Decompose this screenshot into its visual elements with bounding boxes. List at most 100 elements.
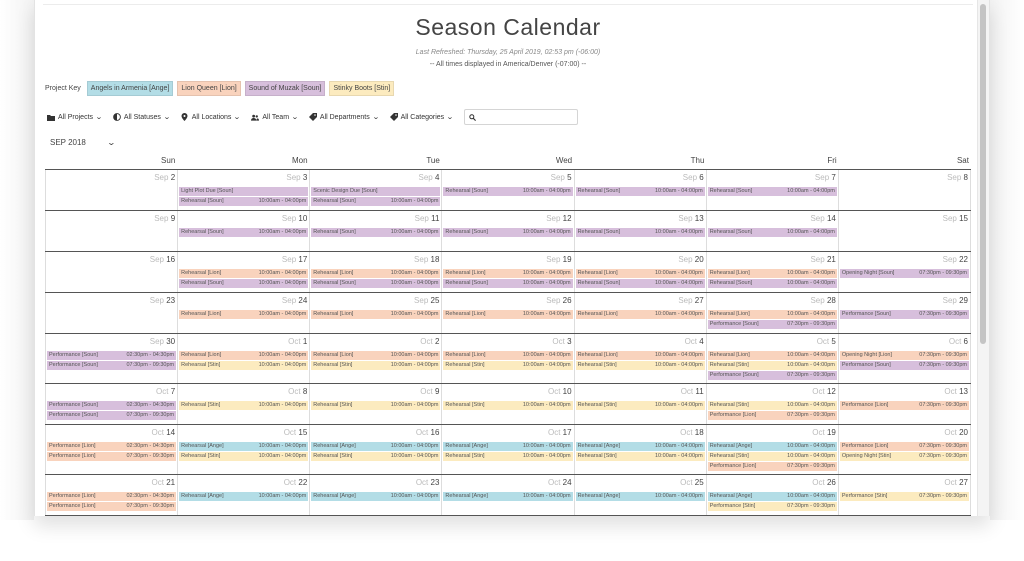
calendar-event[interactable]: Rehearsal [Ange] 10:00am - 04:00pm (443, 442, 573, 451)
filter-categories[interactable]: All Categories ⌄ (389, 113, 454, 121)
calendar-day-cell[interactable]: Sep 18 Rehearsal [Lion] 10:00am - 04:00pm R… (310, 252, 443, 292)
calendar-event[interactable]: Rehearsal [Soun] 10:00am - 04:00pm (443, 187, 573, 196)
calendar-event[interactable]: Performance [Lion] 07:30pm - 09:30pm (839, 442, 969, 451)
calendar-event[interactable]: Rehearsal [Lion] 10:00am - 04:00pm (179, 351, 309, 360)
calendar-event[interactable]: Rehearsal [Lion] 10:00am - 04:00pm (707, 269, 837, 278)
calendar-event[interactable]: Rehearsal [Lion] 10:00am - 04:00pm (179, 310, 309, 319)
calendar-event[interactable]: Performance [Soun] 07:30pm - 09:30pm (839, 310, 969, 319)
calendar-event[interactable]: Rehearsal [Ange] 10:00am - 04:00pm (575, 492, 705, 501)
calendar-day-cell[interactable]: Sep 9 (45, 211, 179, 251)
calendar-event[interactable]: Rehearsal [Soun] 10:00am - 04:00pm (707, 228, 837, 237)
calendar-event[interactable]: Opening Night [Stin] 07:30pm - 09:30pm (839, 452, 969, 461)
calendar-event[interactable]: Rehearsal [Soun] 10:00am - 04:00pm (575, 279, 705, 288)
calendar-event[interactable]: Rehearsal [Soun] 10:00am - 04:00pm (311, 228, 441, 237)
calendar-event[interactable]: Rehearsal [Soun] 10:00am - 04:00pm (575, 187, 705, 196)
calendar-event[interactable]: Rehearsal [Soun] 10:00am - 04:00pm (179, 228, 309, 237)
calendar-day-cell[interactable]: Oct 1 Rehearsal [Lion] 10:00am - 04:00pm Re… (178, 334, 311, 383)
calendar-day-cell[interactable]: Oct 3 Rehearsal [Lion] 10:00am - 04:00pm Re… (442, 334, 575, 383)
calendar-day-cell[interactable]: Sep 28 Rehearsal [Lion] 10:00am - 04:00pm P… (707, 293, 839, 333)
calendar-event[interactable]: Rehearsal [Lion] 10:00am - 04:00pm (575, 269, 705, 278)
calendar-day-cell[interactable]: Sep 27 Rehearsal [Lion] 10:00am - 04:00pm (575, 293, 707, 333)
calendar-event[interactable]: Rehearsal [Lion] 10:00am - 04:00pm (707, 310, 837, 319)
calendar-event[interactable]: Performance [Soun] 07:30pm - 09:30pm (47, 361, 177, 370)
calendar-day-cell[interactable]: Oct 21 Performance [Lion] 02:30pm - 04:30p… (45, 475, 179, 515)
calendar-event[interactable]: Rehearsal [Ange] 10:00am - 04:00pm (443, 492, 573, 501)
calendar-event[interactable]: Rehearsal [Lion] 10:00am - 04:00pm (443, 351, 573, 360)
calendar-event[interactable]: Rehearsal [Soun] 10:00am - 04:00pm (707, 279, 837, 288)
calendar-event[interactable]: Rehearsal [Stin] 10:00am - 04:00pm (179, 361, 309, 370)
calendar-event[interactable]: Rehearsal [Stin] 10:00am - 04:00pm (575, 452, 705, 461)
calendar-event[interactable]: Rehearsal [Stin] 10:00am - 04:00pm (707, 452, 837, 461)
calendar-day-cell[interactable]: Oct 12 Rehearsal [Stin] 10:00am - 04:00pm P… (707, 384, 839, 424)
calendar-event[interactable]: Performance [Stin] 07:30pm - 09:30pm (707, 502, 837, 511)
calendar-day-cell[interactable]: Oct 19 Rehearsal [Ange] 10:00am - 04:00pm R… (707, 425, 839, 474)
calendar-event[interactable]: Opening Night [Soun] 07:30pm - 09:30pm (839, 269, 969, 278)
calendar-day-cell[interactable]: Oct 4 Rehearsal [Lion] 10:00am - 04:00pm Re… (575, 334, 707, 383)
calendar-day-cell[interactable]: Oct 25 Rehearsal [Ange] 10:00am - 04:00pm (575, 475, 707, 515)
calendar-event[interactable]: Performance [Lion] 07:30pm - 09:30pm (839, 401, 969, 410)
calendar-day-cell[interactable]: Oct 11 Rehearsal [Stin] 10:00am - 04:00pm (575, 384, 707, 424)
calendar-event[interactable]: Rehearsal [Lion] 10:00am - 04:00pm (575, 351, 705, 360)
calendar-day-cell[interactable]: Oct 27 Performance [Stin] 07:30pm - 09:30p… (839, 475, 971, 515)
calendar-event[interactable]: Rehearsal [Ange] 10:00am - 04:00pm (575, 442, 705, 451)
calendar-event[interactable]: Rehearsal [Soun] 10:00am - 04:00pm (311, 197, 441, 206)
calendar-day-cell[interactable]: Sep 11 Rehearsal [Soun] 10:00am - 04:00pm (310, 211, 443, 251)
calendar-event[interactable]: Performance [Soun] 07:30pm - 09:30pm (47, 411, 177, 420)
calendar-event[interactable]: Performance [Stin] 07:30pm - 09:30pm (839, 492, 969, 501)
calendar-event[interactable]: Opening Night [Lion] 07:30pm - 09:30pm (839, 351, 969, 360)
calendar-event[interactable]: Rehearsal [Stin] 10:00am - 04:00pm (311, 401, 441, 410)
calendar-event[interactable]: Performance [Soun] 07:30pm - 09:30pm (839, 361, 969, 370)
calendar-event[interactable]: Rehearsal [Stin] 10:00am - 04:00pm (179, 401, 309, 410)
calendar-event[interactable]: Rehearsal [Soun] 10:00am - 04:00pm (707, 187, 837, 196)
calendar-day-cell[interactable]: Oct 26 Rehearsal [Ange] 10:00am - 04:00pm P… (707, 475, 839, 515)
calendar-day-cell[interactable]: Sep 30 Performance [Soun] 02:30pm - 04:30p… (45, 334, 179, 383)
calendar-event[interactable]: Light Plot Due [Soun] (179, 187, 309, 196)
calendar-day-cell[interactable]: Oct 5 Rehearsal [Lion] 10:00am - 04:00pm Re… (707, 334, 839, 383)
calendar-day-cell[interactable]: Sep 8 (839, 170, 971, 210)
calendar-day-cell[interactable]: Sep 4 Scenic Design Due [Soun] Rehearsal [… (310, 170, 443, 210)
calendar-event[interactable]: Rehearsal [Stin] 10:00am - 04:00pm (443, 452, 573, 461)
calendar-event[interactable]: Rehearsal [Stin] 10:00am - 04:00pm (575, 361, 705, 370)
calendar-day-cell[interactable]: Sep 24 Rehearsal [Lion] 10:00am - 04:00pm (178, 293, 311, 333)
calendar-day-cell[interactable]: Oct 24 Rehearsal [Ange] 10:00am - 04:00pm (442, 475, 575, 515)
calendar-event[interactable]: Rehearsal [Soun] 10:00am - 04:00pm (443, 279, 573, 288)
calendar-day-cell[interactable]: Sep 5 Rehearsal [Soun] 10:00am - 04:00pm (442, 170, 575, 210)
calendar-event[interactable]: Rehearsal [Stin] 10:00am - 04:00pm (311, 361, 441, 370)
filter-locations[interactable]: All Locations ⌄ (181, 113, 241, 121)
calendar-day-cell[interactable]: Sep 16 (45, 252, 179, 292)
calendar-event[interactable]: Rehearsal [Lion] 10:00am - 04:00pm (707, 351, 837, 360)
calendar-event[interactable]: Rehearsal [Stin] 10:00am - 04:00pm (179, 452, 309, 461)
calendar-event[interactable]: Rehearsal [Lion] 10:00am - 04:00pm (311, 351, 441, 360)
calendar-event[interactable]: Rehearsal [Ange] 10:00am - 04:00pm (311, 442, 441, 451)
calendar-day-cell[interactable]: Oct 17 Rehearsal [Ange] 10:00am - 04:00pm R… (442, 425, 575, 474)
calendar-day-cell[interactable]: Sep 14 Rehearsal [Soun] 10:00am - 04:00pm (707, 211, 839, 251)
calendar-day-cell[interactable]: Oct 23 Rehearsal [Ange] 10:00am - 04:00pm (310, 475, 443, 515)
calendar-day-cell[interactable]: Sep 6 Rehearsal [Soun] 10:00am - 04:00pm (575, 170, 707, 210)
month-selector[interactable]: SEP 2018 ⌄ (50, 138, 116, 147)
calendar-day-cell[interactable]: Sep 20 Rehearsal [Lion] 10:00am - 04:00pm R… (575, 252, 707, 292)
calendar-event[interactable]: Rehearsal [Stin] 10:00am - 04:00pm (575, 401, 705, 410)
calendar-event[interactable]: Performance [Soun] 07:30pm - 09:30pm (707, 371, 837, 380)
calendar-day-cell[interactable]: Sep 17 Rehearsal [Lion] 10:00am - 04:00pm R… (178, 252, 311, 292)
calendar-event[interactable]: Rehearsal [Stin] 10:00am - 04:00pm (707, 401, 837, 410)
calendar-day-cell[interactable]: Sep 25 Rehearsal [Lion] 10:00am - 04:00pm (310, 293, 443, 333)
calendar-event[interactable]: Rehearsal [Ange] 10:00am - 04:00pm (707, 442, 837, 451)
calendar-day-cell[interactable]: Oct 15 Rehearsal [Ange] 10:00am - 04:00pm R… (178, 425, 311, 474)
calendar-day-cell[interactable]: Oct 13 Performance [Lion] 07:30pm - 09:30p… (839, 384, 971, 424)
calendar-event[interactable]: Performance [Lion] 07:30pm - 09:30pm (47, 502, 177, 511)
calendar-event[interactable]: Rehearsal [Lion] 10:00am - 04:00pm (443, 269, 573, 278)
calendar-day-cell[interactable]: Sep 21 Rehearsal [Lion] 10:00am - 04:00pm R… (707, 252, 839, 292)
calendar-day-cell[interactable]: Oct 16 Rehearsal [Ange] 10:00am - 04:00pm R… (310, 425, 443, 474)
calendar-day-cell[interactable]: Sep 12 Rehearsal [Soun] 10:00am - 04:00pm (442, 211, 575, 251)
filter-departments[interactable]: All Departments ⌄ (308, 113, 379, 121)
calendar-event[interactable]: Performance [Lion] 07:30pm - 09:30pm (707, 411, 837, 420)
calendar-event[interactable]: Rehearsal [Lion] 10:00am - 04:00pm (179, 269, 309, 278)
calendar-event[interactable]: Performance [Lion] 02:30pm - 04:30pm (47, 492, 177, 501)
calendar-event[interactable]: Rehearsal [Ange] 10:00am - 04:00pm (311, 492, 441, 501)
calendar-event[interactable]: Performance [Soun] 02:30pm - 04:30pm (47, 351, 177, 360)
calendar-day-cell[interactable]: Sep 13 Rehearsal [Soun] 10:00am - 04:00pm (575, 211, 707, 251)
calendar-event[interactable]: Performance [Lion] 07:30pm - 09:30pm (707, 462, 837, 471)
calendar-day-cell[interactable]: Sep 22 Opening Night [Soun] 07:30pm - 09:3… (839, 252, 971, 292)
calendar-event[interactable]: Rehearsal [Lion] 10:00am - 04:00pm (311, 269, 441, 278)
calendar-event[interactable]: Performance [Soun] 02:30pm - 04:30pm (47, 401, 177, 410)
